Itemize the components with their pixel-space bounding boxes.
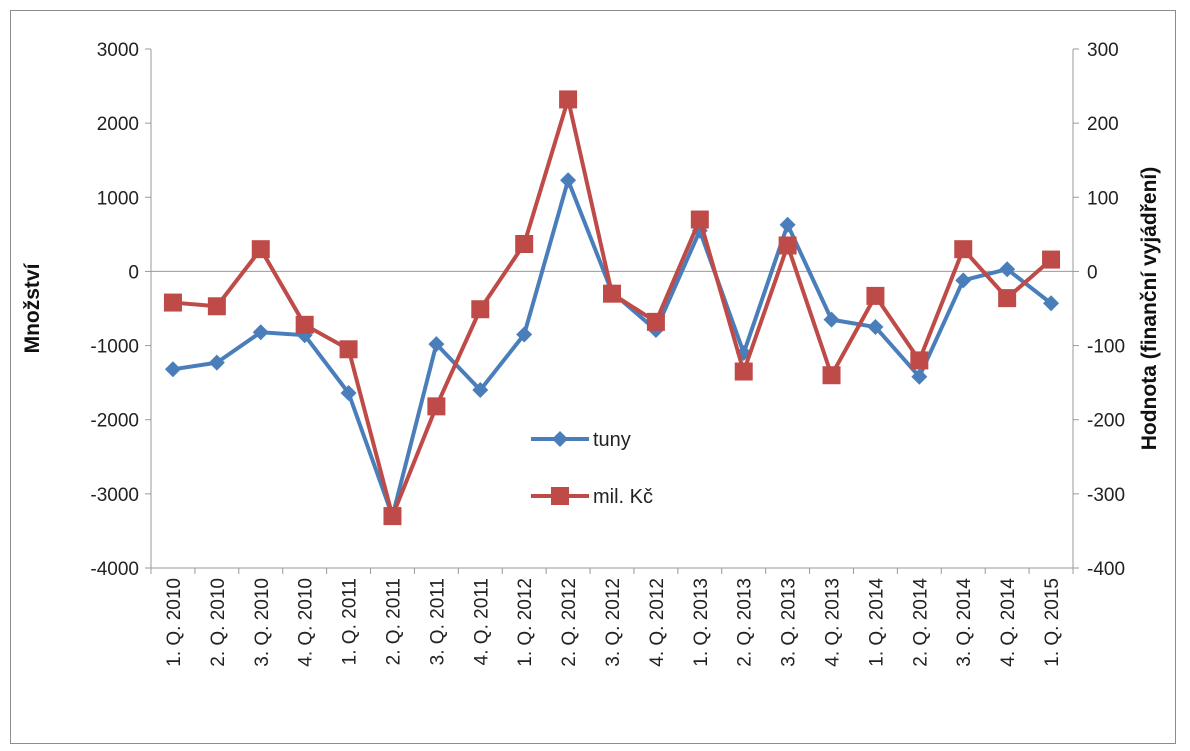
data-point xyxy=(911,368,928,385)
data-point xyxy=(822,366,841,385)
left-tick-label: -3000 xyxy=(90,485,139,506)
legend-label: mil. Kč xyxy=(593,486,653,508)
chart-frame: 3000 2000 1000 0 -1000 -2000 -3000 -4000 300 200 1… xyxy=(10,10,1176,744)
x-tick-label: 3. Q. 2013 xyxy=(779,578,800,667)
data-point xyxy=(646,312,665,331)
data-point xyxy=(734,362,753,381)
data-point xyxy=(428,336,445,353)
x-tick-label: 1. Q. 2014 xyxy=(866,578,887,667)
axes: 3000200010000-1000-2000-3000-40003002001… xyxy=(21,40,1161,667)
data-point xyxy=(427,397,446,416)
right-tick-label: 0 xyxy=(1087,262,1098,283)
x-tick-label: 1. Q. 2011 xyxy=(340,578,361,665)
data-point xyxy=(999,261,1016,278)
y-axis-title: Množství xyxy=(21,262,44,353)
data-point xyxy=(472,382,489,399)
right-tick-label: -200 xyxy=(1087,411,1125,432)
series-mil-kc xyxy=(163,90,1061,526)
right-tick-label: 300 xyxy=(1087,40,1119,61)
data-point xyxy=(559,90,578,109)
data-point xyxy=(867,319,884,336)
x-tick-label: 3. Q. 2011 xyxy=(427,578,448,665)
data-point xyxy=(998,289,1017,308)
x-tick-label: 3. Q. 2012 xyxy=(603,578,624,667)
series-line xyxy=(172,97,1053,519)
x-tick-label: 1. Q. 2013 xyxy=(691,578,712,667)
data-point xyxy=(910,351,929,370)
data-point xyxy=(778,236,797,255)
x-tick-label: 4. Q. 2011 xyxy=(471,578,492,665)
right-tick-label: -400 xyxy=(1087,559,1125,580)
data-point xyxy=(866,286,885,305)
x-tick-label: 4. Q. 2012 xyxy=(647,578,668,667)
right-tick-label: -300 xyxy=(1087,485,1125,506)
x-tick-label: 2. Q. 2011 xyxy=(383,578,404,665)
x-tick-label: 3. Q. 2014 xyxy=(954,578,975,667)
legend-marker xyxy=(551,487,569,505)
data-point xyxy=(208,354,225,371)
x-tick-label: 1. Q. 2015 xyxy=(1042,578,1063,667)
x-tick-label: 4. Q. 2013 xyxy=(823,578,844,667)
data-point xyxy=(339,340,358,359)
data-point xyxy=(955,272,972,289)
x-tick-label: 2. Q. 2012 xyxy=(559,578,580,667)
left-tick-label: -4000 xyxy=(90,559,139,580)
legend: tuny mil. Kč xyxy=(531,429,653,508)
data-point xyxy=(560,172,577,189)
data-point xyxy=(163,293,182,312)
legend-marker xyxy=(552,431,568,447)
right-tick-label: 100 xyxy=(1087,188,1119,209)
data-point xyxy=(603,284,621,303)
data-point xyxy=(295,315,314,334)
x-tick-label: 2. Q. 2013 xyxy=(735,578,756,667)
data-point xyxy=(251,240,270,259)
data-point xyxy=(515,234,534,253)
legend-label: tuny xyxy=(593,429,631,451)
x-tick-label: 4. Q. 2014 xyxy=(998,578,1019,667)
data-point xyxy=(516,326,533,343)
data-point xyxy=(252,324,269,341)
data-point xyxy=(340,385,357,402)
data-point xyxy=(954,240,973,259)
left-tick-label: -1000 xyxy=(90,337,139,358)
left-tick-label: 1000 xyxy=(97,188,139,209)
left-tick-label: 2000 xyxy=(97,114,139,135)
data-point xyxy=(1042,250,1061,269)
data-point xyxy=(207,297,226,316)
y2-axis-title: Hodnota (finanční vyjádření) xyxy=(1138,167,1161,451)
x-tick-label: 2. Q. 2014 xyxy=(910,578,931,667)
series-layer xyxy=(163,90,1061,526)
data-point xyxy=(471,300,490,319)
data-point xyxy=(383,507,402,526)
data-point xyxy=(779,216,796,233)
data-point xyxy=(823,311,840,328)
x-tick-label: 4. Q. 2010 xyxy=(296,578,317,667)
right-tick-label: -100 xyxy=(1087,337,1125,358)
x-tick-label: 1. Q. 2010 xyxy=(164,578,185,667)
left-tick-label: 3000 xyxy=(97,40,139,61)
right-tick-label: 200 xyxy=(1087,114,1119,135)
x-tick-label: 1. Q. 2012 xyxy=(515,578,536,667)
x-tick-label: 2. Q. 2010 xyxy=(208,578,229,667)
x-tick-label: 3. Q. 2010 xyxy=(252,578,273,667)
dual-axis-line-chart: 3000200010000-1000-2000-3000-40003002001… xyxy=(21,40,1161,667)
data-point xyxy=(1043,295,1060,312)
data-point xyxy=(164,361,181,378)
left-tick-label: -2000 xyxy=(90,411,139,432)
series-line xyxy=(172,178,1053,519)
data-point xyxy=(690,210,709,229)
left-tick-label: 0 xyxy=(128,262,139,283)
